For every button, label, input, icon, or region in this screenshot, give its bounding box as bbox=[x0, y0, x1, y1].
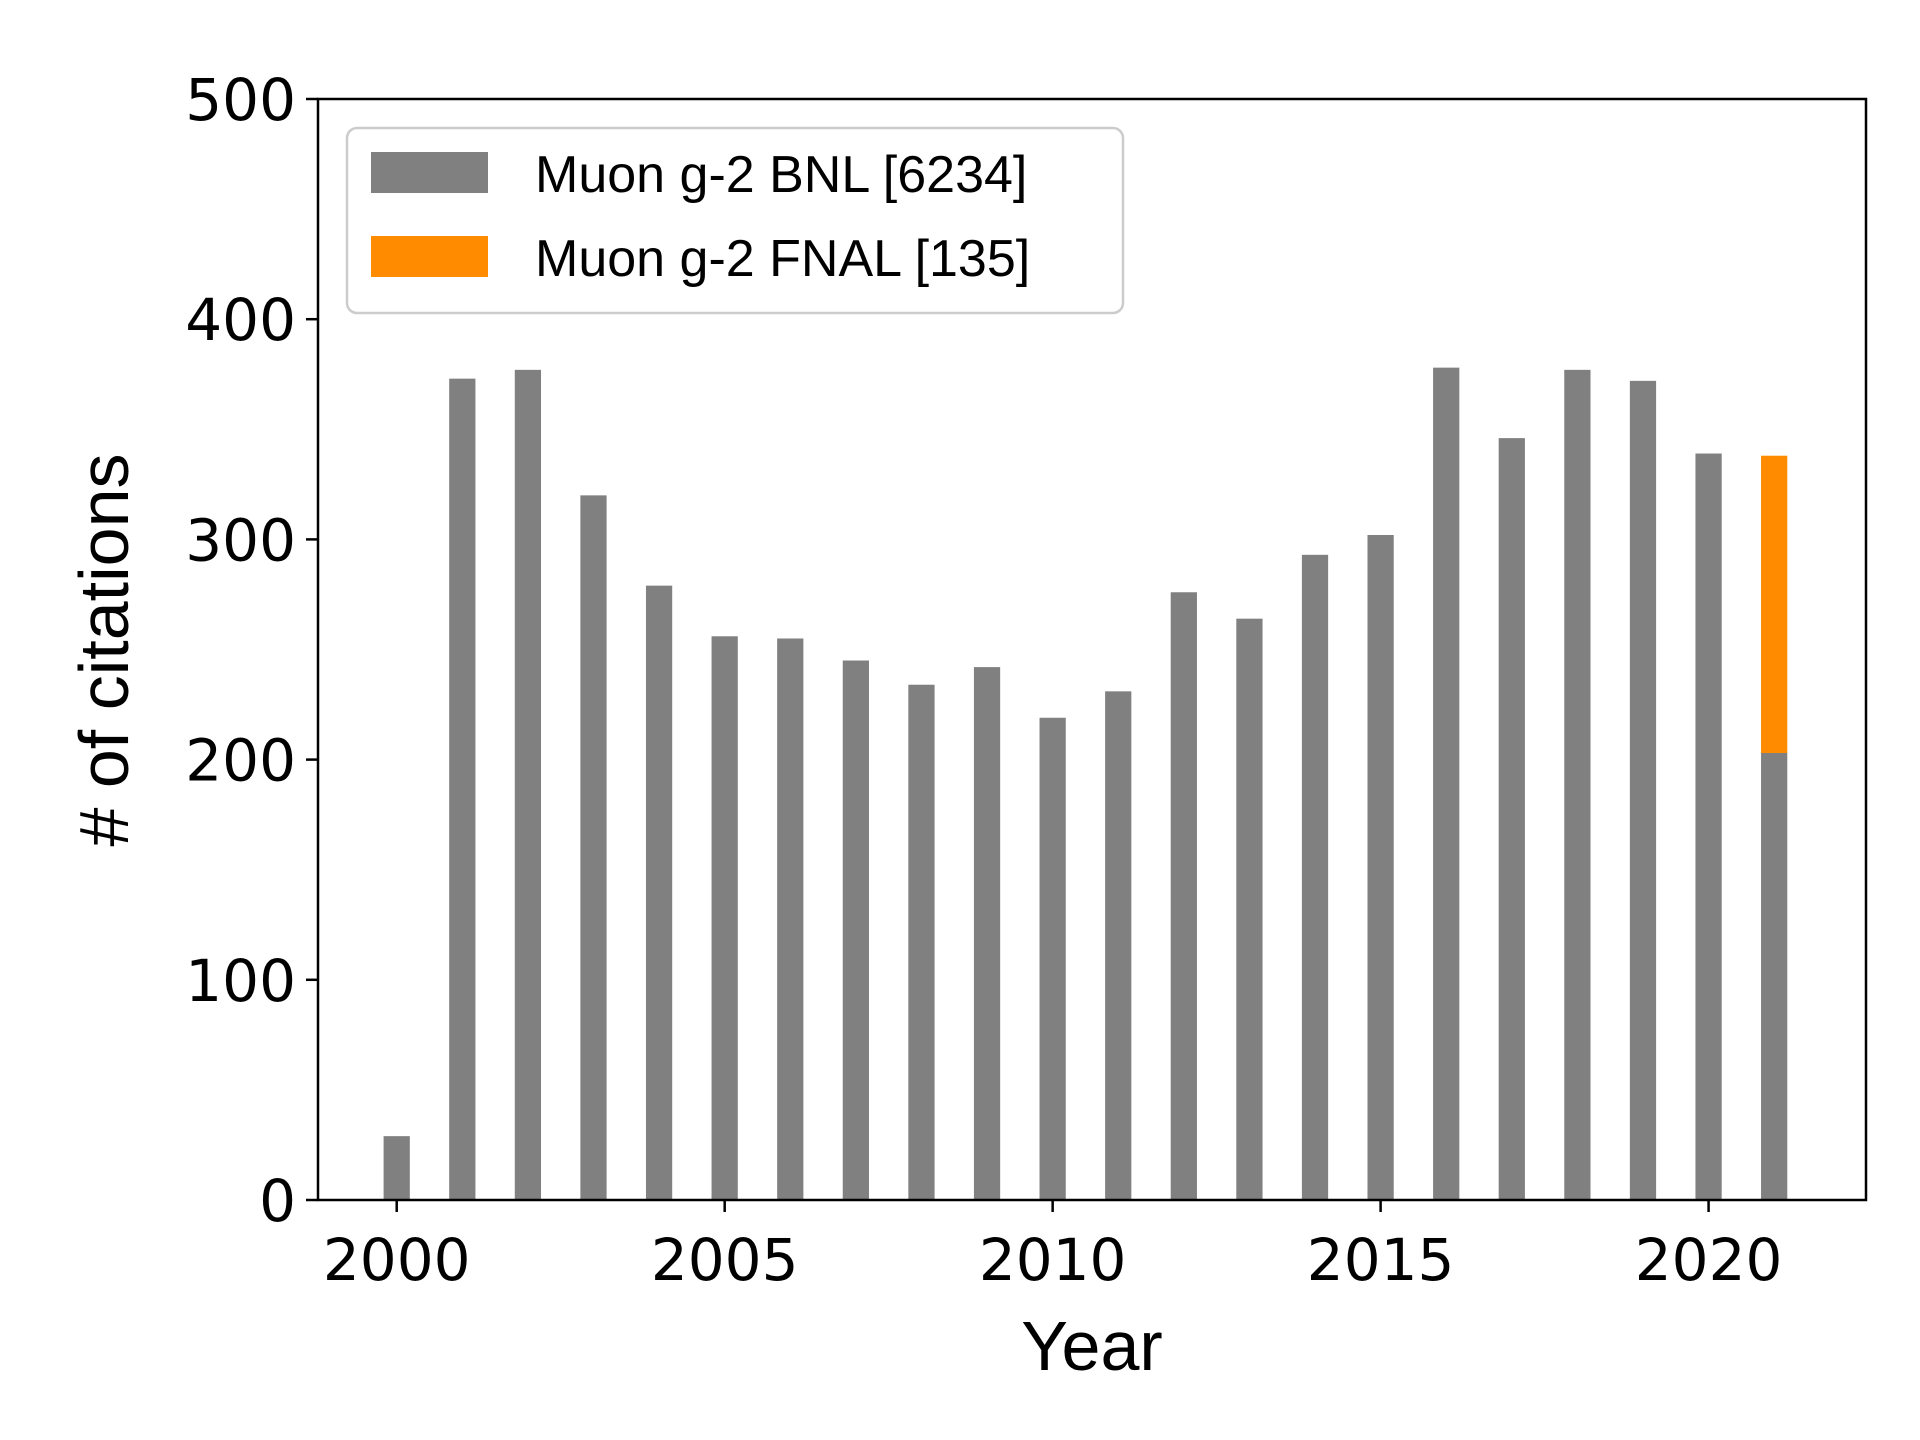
x-axis: 2000 2005 2010 2015 2020 bbox=[323, 1200, 1782, 1294]
y-tick-label: 0 bbox=[259, 1167, 296, 1235]
legend-swatch-fnal bbox=[371, 236, 488, 277]
y-axis: 0 100 200 300 400 500 bbox=[185, 66, 318, 1235]
bars-group bbox=[383, 367, 1788, 1201]
bar-bnl-2001 bbox=[449, 378, 476, 1200]
bar-bnl-2000 bbox=[383, 1136, 410, 1200]
bar-bnl-2006 bbox=[777, 638, 804, 1200]
bar-bnl-2009 bbox=[973, 667, 1001, 1200]
bar-bnl-2020 bbox=[1695, 453, 1722, 1201]
bar-bnl-2011 bbox=[1105, 691, 1132, 1200]
bar-bnl-2015 bbox=[1367, 534, 1394, 1200]
x-tick-label: 2010 bbox=[979, 1226, 1127, 1294]
x-tick-label: 2005 bbox=[651, 1226, 799, 1294]
legend: Muon g-2 BNL [6234] Muon g-2 FNAL [135] bbox=[345, 126, 1125, 315]
bar-bnl-2013 bbox=[1236, 618, 1263, 1200]
bar-bnl-2008 bbox=[908, 684, 935, 1200]
bar-bnl-2007 bbox=[842, 660, 869, 1200]
bar-bnl-2018 bbox=[1564, 369, 1591, 1200]
legend-label-bnl: Muon g-2 BNL [6234] bbox=[535, 146, 1027, 204]
bar-bnl-2017 bbox=[1498, 438, 1525, 1200]
bar-bnl-2010 bbox=[1039, 717, 1066, 1200]
bar-bnl-2002 bbox=[514, 369, 542, 1200]
legend-box bbox=[345, 126, 1125, 315]
bar-bnl-2019 bbox=[1629, 380, 1657, 1201]
bar-bnl-2016 bbox=[1433, 367, 1460, 1200]
x-axis-label: Year bbox=[1021, 1307, 1162, 1385]
bar-bnl-2003 bbox=[580, 495, 607, 1200]
y-axis-label: # of citations bbox=[65, 454, 143, 847]
bar-bnl-2012 bbox=[1170, 592, 1197, 1200]
bar-bnl-2021 bbox=[1761, 752, 1788, 1200]
legend-label-fnal: Muon g-2 FNAL [135] bbox=[535, 230, 1030, 288]
bar-fnal-2021 bbox=[1761, 455, 1788, 753]
x-tick-label: 2020 bbox=[1635, 1226, 1783, 1294]
y-tick-label: 400 bbox=[185, 286, 296, 354]
bar-bnl-2005 bbox=[711, 636, 738, 1200]
bar-bnl-2014 bbox=[1301, 554, 1329, 1200]
x-tick-label: 2000 bbox=[323, 1226, 471, 1294]
bar-bnl-2004 bbox=[645, 585, 673, 1200]
legend-swatch-bnl bbox=[371, 152, 488, 193]
y-tick-label: 500 bbox=[185, 66, 296, 134]
y-tick-label: 300 bbox=[185, 506, 296, 574]
x-tick-label: 2015 bbox=[1307, 1226, 1455, 1294]
plot-frame bbox=[316, 97, 1868, 1202]
y-tick-label: 200 bbox=[185, 727, 296, 795]
y-tick-label: 100 bbox=[185, 947, 296, 1015]
